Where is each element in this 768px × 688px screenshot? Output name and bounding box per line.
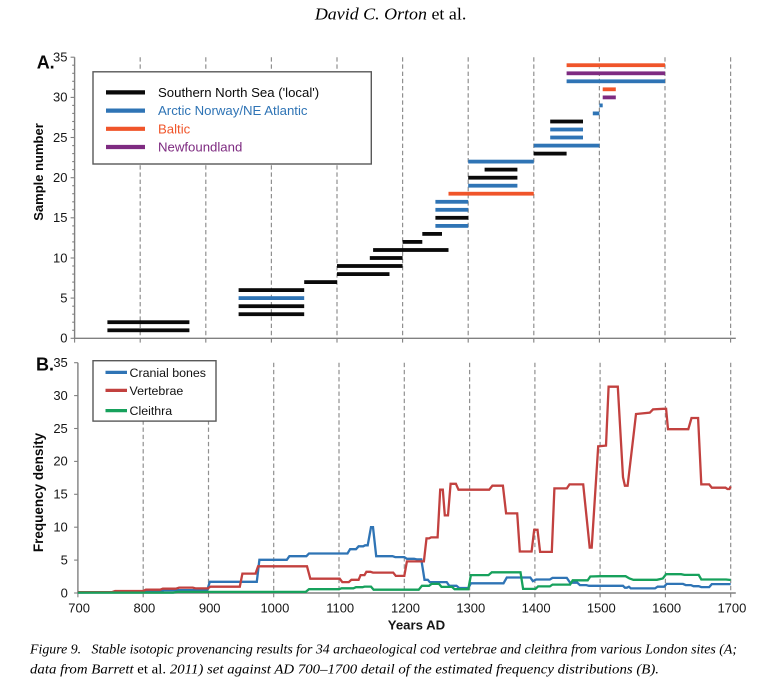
svg-text:David C. Orton et al.: David C. Orton et al. <box>314 5 467 24</box>
svg-text:A.: A. <box>37 53 55 73</box>
svg-text:30: 30 <box>53 90 67 105</box>
svg-text:Figure 9. Stable isotopic pro: Figure 9. Stable isotopic provenancing r… <box>29 643 737 658</box>
svg-text:35: 35 <box>53 50 67 65</box>
svg-text:Arctic Norway/NE Atlantic: Arctic Norway/NE Atlantic <box>158 103 308 118</box>
svg-text:20: 20 <box>53 170 67 185</box>
svg-text:Baltic: Baltic <box>158 121 191 136</box>
svg-text:1300: 1300 <box>456 601 485 616</box>
svg-text:15: 15 <box>53 210 67 225</box>
svg-text:0: 0 <box>61 585 68 600</box>
svg-text:1100: 1100 <box>326 601 354 616</box>
svg-text:data from Barrett et al. 2011): data from Barrett et al. 2011) set again… <box>30 663 659 678</box>
svg-text:1200: 1200 <box>391 601 420 616</box>
svg-text:1000: 1000 <box>260 601 289 616</box>
svg-text:15: 15 <box>53 487 67 502</box>
svg-text:35: 35 <box>53 355 67 370</box>
svg-text:10: 10 <box>53 250 67 265</box>
svg-text:1400: 1400 <box>522 601 551 616</box>
svg-text:900: 900 <box>199 601 221 616</box>
svg-text:5: 5 <box>60 290 67 305</box>
svg-text:Southern North Sea ('local'): Southern North Sea ('local') <box>158 85 319 100</box>
svg-text:Cranial bones: Cranial bones <box>130 366 206 380</box>
svg-text:B.: B. <box>36 355 54 375</box>
svg-text:20: 20 <box>53 454 67 469</box>
svg-text:Newfoundland: Newfoundland <box>158 140 242 155</box>
svg-text:700: 700 <box>68 601 90 616</box>
svg-text:5: 5 <box>61 552 68 567</box>
svg-text:Cleithra: Cleithra <box>130 404 173 418</box>
svg-text:Years AD: Years AD <box>388 618 445 633</box>
svg-text:0: 0 <box>60 331 67 346</box>
svg-text:Frequency density: Frequency density <box>31 432 46 552</box>
svg-text:1500: 1500 <box>587 601 616 616</box>
svg-text:Vertebrae: Vertebrae <box>130 384 184 398</box>
svg-text:1600: 1600 <box>652 601 681 616</box>
svg-text:800: 800 <box>134 601 156 616</box>
svg-text:30: 30 <box>53 388 67 403</box>
svg-text:25: 25 <box>53 130 67 145</box>
svg-text:Sample number: Sample number <box>31 123 46 221</box>
svg-text:1700: 1700 <box>717 601 746 616</box>
svg-text:25: 25 <box>53 421 67 436</box>
svg-text:10: 10 <box>53 520 67 535</box>
